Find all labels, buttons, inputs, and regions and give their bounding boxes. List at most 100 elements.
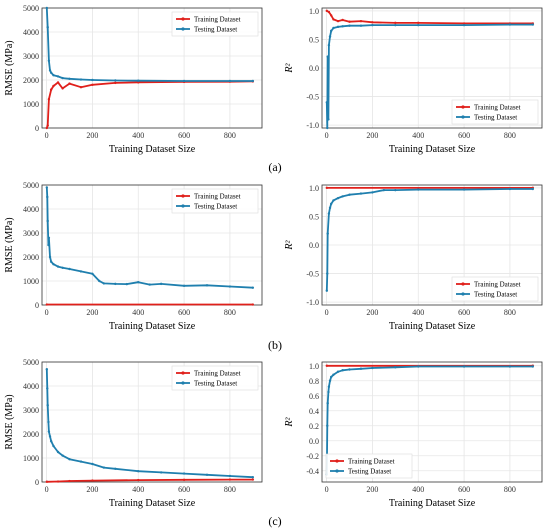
b-r2-xtick-label-2: 400 <box>412 308 424 317</box>
c-rmse-ylabel: RMSE (MPa) <box>4 394 15 449</box>
a-rmse-xtick-label-3: 600 <box>178 131 190 140</box>
b-r2-series-1-point-9 <box>348 193 351 196</box>
b-r2-series-1-point-5 <box>329 202 333 206</box>
b-rmse-series-1-point-20 <box>182 284 186 287</box>
b-rmse-series-1-point-16 <box>125 282 128 286</box>
a-r2-series-0-point-8 <box>371 21 374 24</box>
a-rmse-series-1-point-15 <box>251 79 255 83</box>
c-r2-series-1-point-4 <box>327 385 331 388</box>
c-r2-legend-marker-0 <box>335 459 339 463</box>
a-rmse-series-1-point-9 <box>79 78 83 81</box>
c-r2-series-1-point-13 <box>394 366 397 369</box>
b-r2-series-1-point-15 <box>462 188 466 191</box>
b-r2-legend-marker-0 <box>461 282 465 286</box>
b-r2-series-1-line <box>325 188 533 291</box>
a-r2-series-0-point-2 <box>329 14 333 17</box>
a-r2-series-0-line <box>326 10 533 25</box>
c-rmse-xtick-label-3: 600 <box>178 485 190 494</box>
a-r2-xlabel: Training Dataset Size <box>389 144 476 155</box>
c-r2-series-1-point-9 <box>341 369 344 372</box>
c-r2-series-1-point-15 <box>462 365 466 368</box>
c-r2-series-1-line <box>325 365 533 475</box>
c-rmse-series-1-point-1 <box>46 387 49 390</box>
a-r2-series-1-point-14 <box>417 23 420 27</box>
c-rmse-legend-label-0: Training Dataset <box>194 370 241 378</box>
b-rmse-xtick-label-1: 200 <box>86 308 98 317</box>
a-rmse-series-0-point-1 <box>46 124 49 127</box>
a-r2-series-0-point-5 <box>341 18 344 22</box>
a-r2-frame <box>321 7 543 129</box>
a-rmse-legend-marker-1 <box>181 27 185 31</box>
c-rmse-ytick-label-4: 4000 <box>23 382 39 391</box>
b-rmse-xtick-label-0: 0 <box>45 308 49 317</box>
a-r2-series-0-point-9 <box>394 21 397 25</box>
b-rmse-xtick-label-4: 800 <box>224 308 236 317</box>
a-rmse-series-0-point-5 <box>56 81 60 84</box>
c-rmse-series-1-point-12 <box>91 462 94 466</box>
a-rmse-series-1-point-8 <box>68 77 71 81</box>
b-rmse-series-1-point-6 <box>49 260 53 263</box>
c-rmse-xtick-label-4: 800 <box>224 485 236 494</box>
a-r2-series-1-point-8 <box>336 25 340 29</box>
b-rmse-series-0-point-0 <box>45 303 49 306</box>
a-rmse-series-1-point-11 <box>114 79 117 82</box>
a-r2-xtick-label-0: 0 <box>325 131 329 140</box>
c-rmse-series-1-point-18 <box>205 473 209 476</box>
a-rmse-series-1-point-5 <box>52 74 55 77</box>
b-r2-ytick-label-2: 0.0 <box>309 241 319 250</box>
a-rmse-frame <box>41 7 263 129</box>
a-rmse-legend <box>171 11 259 37</box>
c-r2-ytick-label-1: -0.2 <box>306 452 319 461</box>
a-rmse-series-1-point-1 <box>46 26 49 29</box>
a-rmse-series-0-point-8 <box>79 86 83 89</box>
c-rmse-legend-marker-1 <box>181 381 185 385</box>
a-r2-series-1-point-1 <box>326 126 329 130</box>
a-rmse-ytick-label-0: 0 <box>35 124 39 133</box>
c-r2-series-1-point-2 <box>326 402 329 405</box>
b-r2-series-1-point-4 <box>328 206 332 210</box>
a-r2-ytick-label-1: -0.5 <box>306 93 319 102</box>
b-rmse-ylabel: RMSE (MPa) <box>4 217 15 272</box>
c-r2-ytick-label-5: 0.6 <box>309 392 319 401</box>
a-rmse-series-1-line <box>45 7 253 82</box>
b-r2-ylabel: R² <box>284 239 295 250</box>
a-r2-xtick-label-1: 200 <box>366 131 378 140</box>
b-rmse-series-1-point-3 <box>47 243 50 247</box>
a-rmse-xtick-label-2: 400 <box>132 131 144 140</box>
c-rmse-ytick-label-2: 2000 <box>23 430 39 439</box>
a-rmse-series-1-point-4 <box>49 71 53 75</box>
c-rmse-xtick-label-0: 0 <box>45 485 49 494</box>
c-rmse-series-1-point-16 <box>159 471 163 474</box>
a-rmse-ylabel: RMSE (MPa) <box>4 40 15 95</box>
a-r2-series-1-point-15 <box>462 23 466 27</box>
a-r2-series-1-point-17 <box>531 23 535 26</box>
a-rmse-series-0-point-11 <box>137 81 140 84</box>
c-r2-ylabel: R² <box>284 416 295 427</box>
b-r2-xtick-label-1: 200 <box>366 308 378 317</box>
b-rmse-series-1-point-21 <box>205 284 209 287</box>
c-rmse-series-0-line <box>46 478 253 483</box>
row-label-c: (c) <box>268 514 281 528</box>
c-rmse-series-1-point-3 <box>47 420 50 424</box>
a-r2-xtick-label-2: 400 <box>412 131 424 140</box>
a-r2-legend-label-1: Testing Dataset <box>474 114 517 122</box>
b-r2-series-0-point-0 <box>325 186 329 190</box>
b-rmse-series-1-point-8 <box>56 265 60 268</box>
b-rmse-legend-marker-1 <box>181 204 185 208</box>
a-rmse-legend-label-0: Training Dataset <box>194 16 241 24</box>
a-r2-series-0-point-10 <box>417 21 420 25</box>
a-r2-xtick-label-3: 600 <box>458 131 470 140</box>
b-rmse-series-1-point-12 <box>91 272 94 275</box>
c-r2-xtick-label-1: 200 <box>366 485 378 494</box>
a-r2-series-1-point-10 <box>348 24 351 27</box>
b-rmse-series-1-point-10 <box>68 267 71 271</box>
b-r2-series-1-point-0 <box>325 289 329 292</box>
c-r2-series-1-point-1 <box>326 424 329 427</box>
c-rmse-ytick-label-5: 5000 <box>23 358 39 367</box>
row-label-a: (a) <box>268 160 281 174</box>
a-rmse-ytick-label-5: 5000 <box>23 4 39 13</box>
a-rmse-series-1-point-0 <box>45 6 49 10</box>
c-rmse-series-0-point-7 <box>251 478 255 481</box>
row-label-b: (b) <box>268 338 282 352</box>
